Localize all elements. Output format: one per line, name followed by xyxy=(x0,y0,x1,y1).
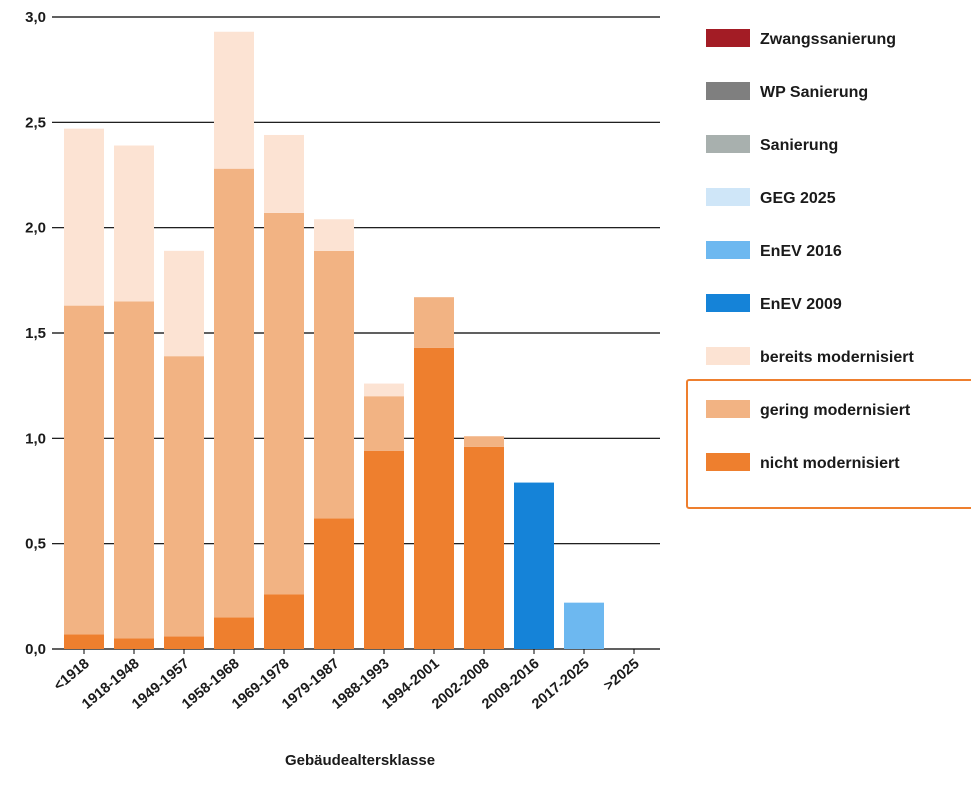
y-tick-label: 3,0 xyxy=(25,9,46,26)
bar-segment xyxy=(364,450,404,649)
bar-segment xyxy=(314,250,354,519)
x-axis-category-labels: <19181918-19481949-19571958-19681969-197… xyxy=(51,649,643,713)
bar-segment xyxy=(114,301,154,639)
legend-highlight-box xyxy=(686,379,971,509)
y-tick-label: 1,0 xyxy=(25,430,46,447)
bars xyxy=(64,31,604,649)
bar-segment xyxy=(264,594,304,649)
bar-segment xyxy=(64,634,104,649)
bar-segment xyxy=(264,134,304,213)
legend-label: EnEV 2016 xyxy=(760,243,842,260)
bar-segment xyxy=(214,617,254,649)
y-tick-label: 0,0 xyxy=(25,641,46,658)
legend: Zwangssanierung WP Sanierung Sanierung GEG … xyxy=(686,29,971,509)
legend-label: WP Sanierung xyxy=(760,84,868,101)
bar-segment xyxy=(364,396,404,451)
bar-segment xyxy=(164,636,204,649)
legend-swatch xyxy=(706,347,750,365)
x-axis-title: Gebäudealtersklasse xyxy=(285,752,435,769)
legend-label: Zwangssanierung xyxy=(760,31,896,48)
bar-segment xyxy=(214,31,254,169)
bar-segment xyxy=(564,602,604,649)
bar-segment xyxy=(314,518,354,649)
y-tick-label: 2,5 xyxy=(25,114,46,131)
bar-segment xyxy=(414,347,454,649)
legend-swatch xyxy=(706,241,750,259)
bar-segment xyxy=(64,305,104,635)
legend-swatch xyxy=(706,453,750,471)
legend-swatch xyxy=(706,82,750,100)
y-tick-label: 0,5 xyxy=(25,536,46,553)
bar-segment xyxy=(214,168,254,618)
bar-segment xyxy=(264,212,304,595)
y-tick-label: 2,0 xyxy=(25,220,46,237)
legend-label: bereits modernisiert xyxy=(760,349,915,366)
bar-segment xyxy=(364,383,404,397)
legend-swatch xyxy=(706,400,750,418)
legend-label: GEG 2025 xyxy=(760,190,836,207)
bar-segment xyxy=(314,219,354,251)
legend-swatch xyxy=(706,135,750,153)
bar-segment xyxy=(164,250,204,357)
y-tick-label: 1,5 xyxy=(25,325,46,342)
bar-segment xyxy=(164,356,204,637)
bar-segment xyxy=(414,297,454,348)
legend-label: EnEV 2009 xyxy=(760,296,842,313)
legend-swatch xyxy=(706,188,750,206)
bar-segment xyxy=(114,145,154,302)
y-axis-tick-labels: 0,0 0,5 1,0 1,5 2,0 2,5 3,0 xyxy=(25,9,46,658)
legend-swatch xyxy=(706,29,750,47)
legend-label: Sanierung xyxy=(760,137,838,154)
legend-label: gering modernisiert xyxy=(760,402,911,419)
legend-label: nicht modernisiert xyxy=(760,455,900,472)
bar-segment xyxy=(514,482,554,649)
x-category-label: <1918 xyxy=(51,656,92,694)
bar-segment xyxy=(64,128,104,306)
x-category-label: >2025 xyxy=(601,656,642,694)
bar-segment xyxy=(464,446,504,649)
bar-segment xyxy=(114,638,154,649)
legend-swatch xyxy=(706,294,750,312)
bar-segment xyxy=(464,436,504,447)
